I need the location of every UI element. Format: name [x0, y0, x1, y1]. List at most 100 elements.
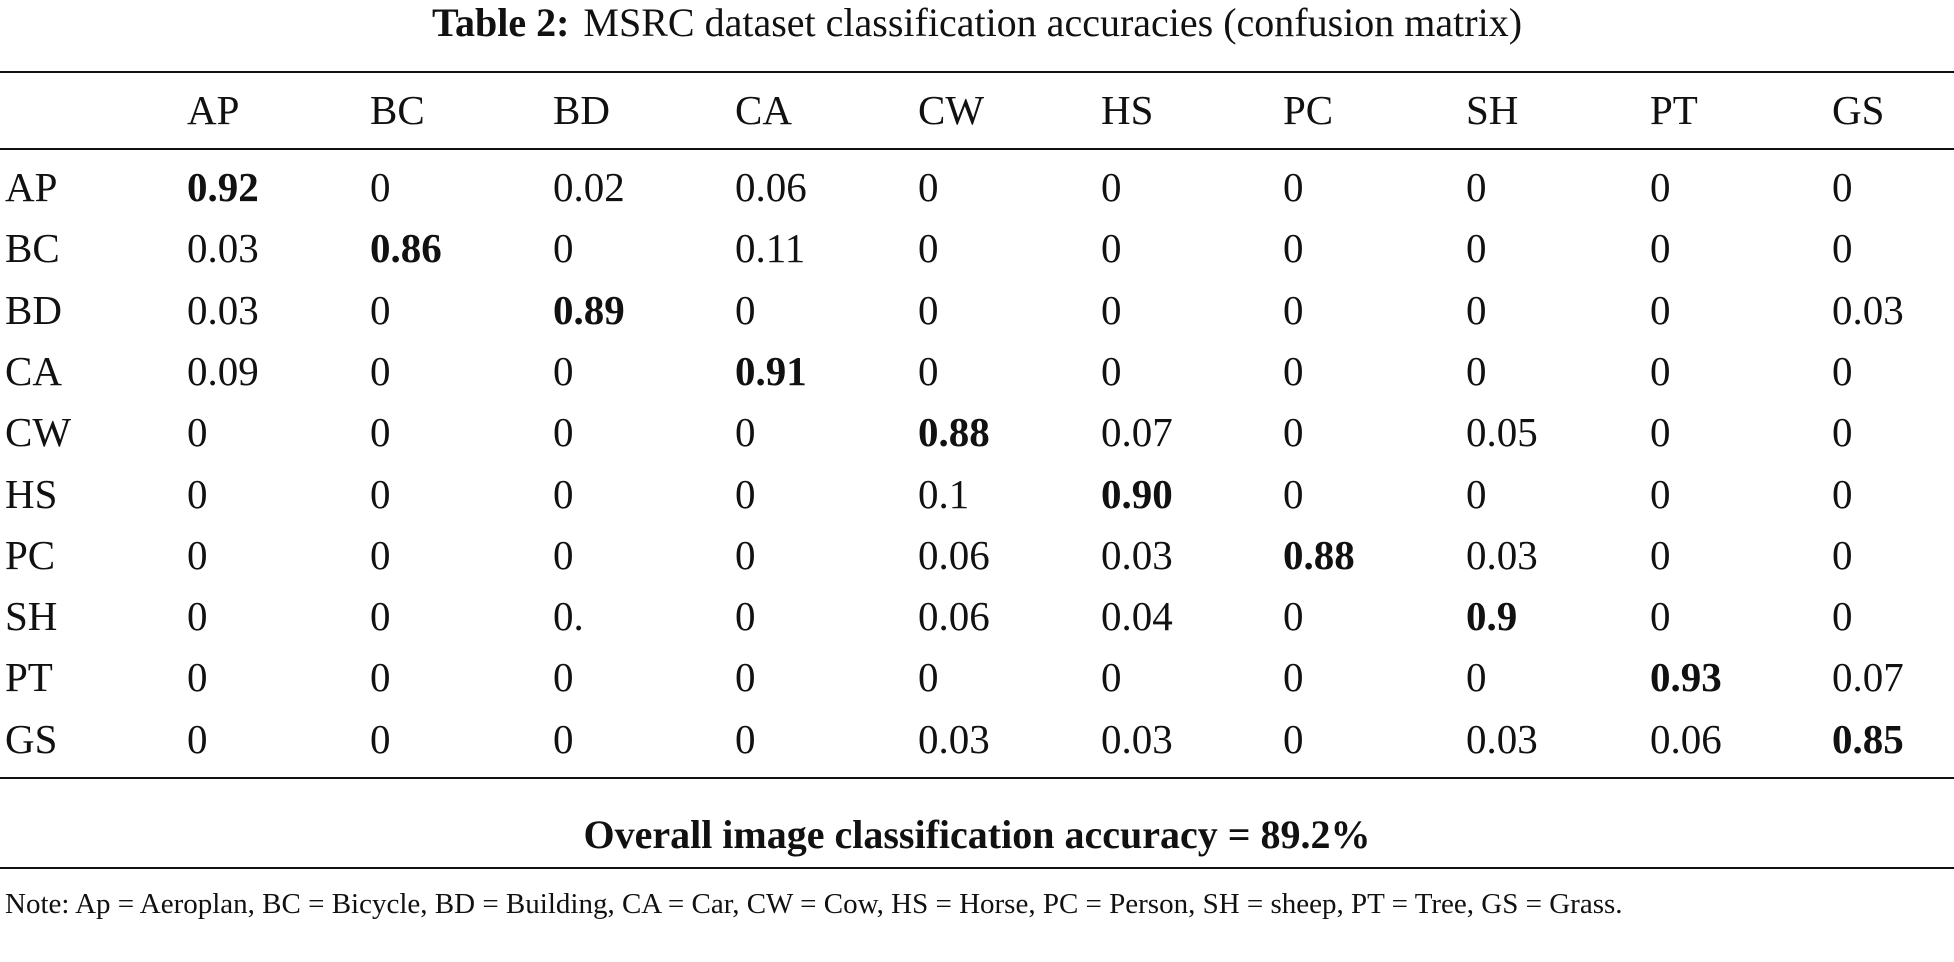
cell-value: 0	[1650, 531, 1671, 578]
cell-value: 0	[735, 715, 756, 762]
cell-value: 0	[187, 531, 208, 578]
cell-value: 0	[1832, 225, 1853, 272]
cell-value: 0.06	[1650, 715, 1722, 762]
cell-value: 0	[1832, 470, 1853, 517]
cell-value: 0.06	[918, 531, 990, 578]
cell-value: 0	[735, 531, 756, 578]
cell-value: 0	[370, 654, 391, 701]
column-header: BD	[553, 87, 610, 133]
cell-value: 0	[187, 715, 208, 762]
cell-value: 0	[187, 654, 208, 701]
cell-value: 0	[370, 715, 391, 762]
cell-value: 0.9	[1466, 593, 1518, 640]
top-rule	[0, 71, 1954, 73]
cell-value: 0	[1101, 347, 1122, 394]
cell-value: 0	[1832, 164, 1853, 210]
cell-value: 0.03	[1466, 715, 1538, 762]
note: Note: Ap = Aeroplan, BC = Bicycle, BD = …	[5, 888, 1623, 920]
cell-value: 0	[735, 593, 756, 640]
cell-value: 0	[735, 470, 756, 517]
cell-value: 0	[370, 347, 391, 394]
caption-label: Table 2:	[431, 0, 570, 45]
cell-value: 0.11	[735, 225, 806, 272]
column-header: GS	[1832, 87, 1885, 133]
cell-value: 0.03	[187, 286, 259, 333]
cell-value: 0.92	[187, 164, 259, 210]
column-header: PC	[1283, 87, 1334, 133]
cell-value: 0	[1650, 286, 1671, 333]
cell-value: 0	[370, 470, 391, 517]
cell-value: 0	[918, 286, 939, 333]
column-header: CW	[918, 87, 985, 133]
row-header: GS	[5, 715, 58, 762]
cell-value: 0	[370, 593, 391, 640]
row-header: SH	[5, 593, 58, 640]
cell-value: 0.	[553, 593, 584, 640]
cell-value: 0.85	[1832, 715, 1904, 762]
cell-value: 0	[370, 531, 391, 578]
cell-value: 0.90	[1101, 470, 1173, 517]
cell-value: 0	[1650, 470, 1671, 517]
cell-value: 0	[1650, 409, 1671, 456]
cell-value: 0	[1283, 347, 1304, 394]
cell-value: 0	[370, 286, 391, 333]
cell-value: 0	[553, 470, 574, 517]
cell-value: 0	[1832, 347, 1853, 394]
cell-value: 0	[1832, 593, 1853, 640]
cell-value: 0	[553, 347, 574, 394]
column-header: HS	[1101, 87, 1154, 133]
cell-value: 0	[553, 715, 574, 762]
cell-value: 0	[1283, 593, 1304, 640]
row-header: CW	[5, 409, 72, 456]
table-caption: Table 2: MSRC dataset classification accu…	[0, 0, 1954, 46]
cell-value: 0.88	[1283, 531, 1355, 578]
cell-value: 0	[1832, 409, 1853, 456]
cell-value: 0.03	[918, 715, 990, 762]
bottom-rule	[0, 777, 1954, 779]
cell-value: 0	[1466, 654, 1487, 701]
cell-value: 0	[187, 470, 208, 517]
cell-value: 0	[1466, 347, 1487, 394]
row-header: AP	[5, 164, 58, 210]
cell-value: 0	[370, 409, 391, 456]
cell-value: 0	[735, 654, 756, 701]
cell-value: 0.04	[1101, 593, 1173, 640]
cell-value: 0.02	[553, 164, 625, 210]
cell-value: 0	[735, 409, 756, 456]
cell-value: 0	[1283, 164, 1304, 210]
cell-value: 0.03	[1466, 531, 1538, 578]
cell-value: 0.89	[553, 286, 625, 333]
cell-value: 0	[1283, 225, 1304, 272]
row-header: CA	[5, 347, 62, 394]
cell-value: 0.03	[187, 225, 259, 272]
row-header: PT	[5, 654, 53, 701]
cell-value: 0.06	[735, 164, 807, 210]
cell-value: 0	[1650, 347, 1671, 394]
column-header: AP	[187, 87, 240, 133]
cell-value: 0.07	[1101, 409, 1173, 456]
cell-value: 0	[1832, 531, 1853, 578]
cell-value: 0	[1283, 470, 1304, 517]
cell-value: 0	[918, 225, 939, 272]
cell-value: 0	[1466, 286, 1487, 333]
cell-value: 0	[1650, 164, 1671, 210]
cell-value: 0	[735, 286, 756, 333]
cell-value: 0.03	[1101, 715, 1173, 762]
cell-value: 0	[553, 409, 574, 456]
cell-value: 0	[187, 409, 208, 456]
cell-value: 0.88	[918, 409, 990, 456]
cell-value: 0	[553, 654, 574, 701]
cell-value: 0	[918, 347, 939, 394]
column-header: SH	[1466, 87, 1519, 133]
row-header: HS	[5, 470, 58, 517]
note-rule	[0, 867, 1954, 869]
header-rule	[0, 148, 1954, 150]
column-header: BC	[370, 87, 425, 133]
cell-value: 0	[1101, 225, 1122, 272]
cell-value: 0	[553, 531, 574, 578]
column-header: CA	[735, 87, 792, 133]
cell-value: 0	[370, 164, 391, 210]
cell-value: 0	[187, 593, 208, 640]
row-header: BC	[5, 225, 60, 272]
